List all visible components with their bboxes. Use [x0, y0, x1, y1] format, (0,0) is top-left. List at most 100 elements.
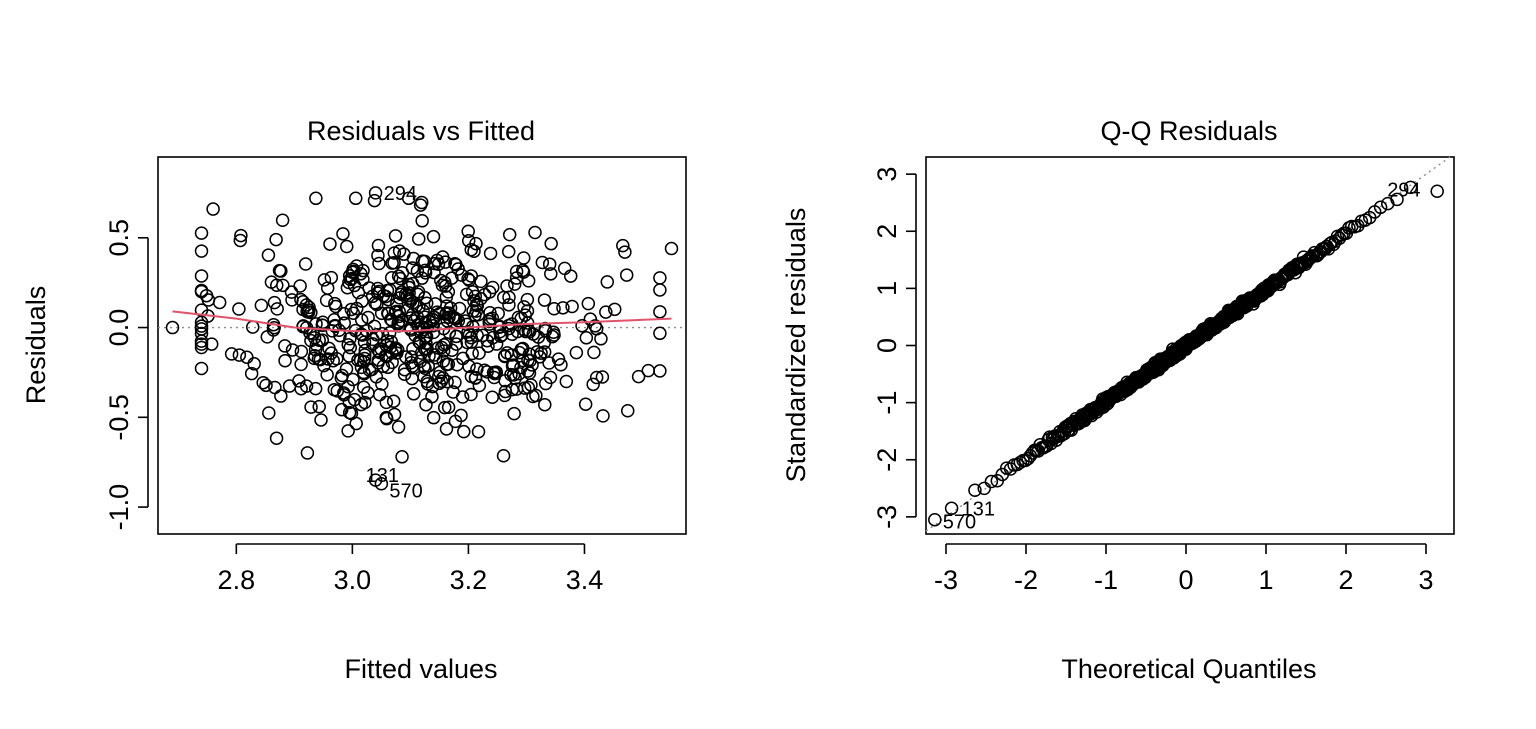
point-label-294: 294 — [384, 183, 417, 205]
residual-point — [259, 378, 273, 393]
residual-point — [502, 227, 517, 242]
residual-point — [194, 226, 209, 240]
residual-point — [518, 308, 533, 322]
quantile-points — [928, 180, 1444, 527]
residual-point — [386, 394, 401, 408]
residual-point — [433, 365, 447, 380]
residual-point — [483, 246, 498, 261]
residual-point — [337, 388, 351, 402]
residual-point — [653, 271, 667, 285]
residual-point — [537, 293, 552, 307]
labeled-point-294 — [1430, 184, 1444, 199]
residual-point — [194, 322, 209, 336]
residual-point — [269, 431, 284, 445]
x-tick-label: 0 — [1178, 565, 1193, 595]
residual-point — [600, 275, 615, 289]
y-tick-label: 1 — [872, 281, 902, 296]
residual-point — [520, 292, 535, 307]
residual-point — [460, 317, 474, 332]
x-axis-label: Fitted values — [344, 654, 497, 684]
residual-point — [247, 357, 261, 371]
residual-point — [417, 254, 432, 269]
residual-point — [467, 244, 481, 258]
x-axis-label: Theoretical Quantiles — [1061, 654, 1316, 684]
residual-point — [631, 369, 646, 384]
residual-point — [456, 351, 470, 366]
residual-point — [664, 241, 679, 256]
x-axis: -3 -2 -1 0 1 2 3 — [934, 543, 1434, 595]
y-axis-label: Residuals — [21, 286, 51, 405]
residual-point — [509, 264, 524, 279]
residual-point — [448, 375, 462, 390]
residual-point — [194, 284, 209, 299]
residual-point — [547, 302, 561, 316]
residual-point — [342, 349, 356, 363]
residual-point — [391, 315, 406, 329]
residual-point — [256, 375, 270, 390]
residual-point — [508, 371, 522, 386]
residual-point — [516, 251, 531, 265]
residual-point — [470, 362, 484, 376]
residual-points — [165, 186, 679, 491]
residual-point — [395, 450, 409, 464]
residual-point — [299, 379, 314, 393]
residual-point — [579, 331, 594, 345]
qq-point — [1003, 462, 1018, 476]
residual-point — [595, 370, 610, 384]
residual-point — [300, 446, 315, 460]
residual-point — [440, 374, 454, 389]
residual-point — [371, 238, 386, 253]
residual-point — [351, 285, 366, 300]
qq-point — [968, 483, 982, 498]
residual-point — [578, 397, 593, 411]
residual-point — [599, 305, 613, 319]
residual-point — [419, 296, 434, 310]
x-tick-label: -3 — [934, 565, 958, 595]
residual-point — [485, 280, 500, 295]
residual-point — [454, 408, 468, 423]
residual-point — [461, 272, 475, 286]
residual-point — [448, 256, 462, 271]
residual-point — [506, 358, 521, 372]
residual-point — [397, 247, 411, 261]
qq-residuals-title: Q-Q Residuals — [1100, 116, 1277, 146]
qq-point — [1373, 200, 1388, 215]
residual-point — [438, 255, 453, 269]
residual-point — [619, 268, 634, 282]
residual-point — [367, 193, 382, 208]
residual-point — [395, 266, 410, 280]
residual-point — [425, 379, 440, 394]
residual-point — [274, 389, 288, 403]
point-label-131: 131 — [962, 498, 995, 520]
y-tick-label: 0 — [872, 338, 902, 353]
residual-point — [267, 295, 282, 310]
residual-point — [165, 320, 180, 335]
residual-point — [391, 420, 406, 434]
residual-point — [387, 407, 402, 422]
residual-point — [391, 269, 406, 283]
residual-point — [401, 191, 416, 206]
residual-point — [366, 332, 380, 347]
residual-point — [465, 346, 479, 361]
residual-point — [411, 285, 426, 299]
residual-point — [457, 424, 471, 439]
residual-point — [240, 350, 254, 364]
x-tick-label: 3.2 — [450, 565, 488, 595]
residual-point — [194, 269, 209, 283]
residual-point — [344, 406, 359, 421]
residual-point — [422, 315, 437, 329]
residual-point — [486, 365, 501, 380]
residual-point — [446, 385, 460, 399]
residual-point — [620, 404, 635, 418]
residual-point — [516, 265, 531, 279]
residual-point — [477, 363, 492, 378]
qq-point — [977, 481, 991, 496]
residual-point — [523, 353, 537, 368]
residual-point — [508, 277, 522, 291]
residual-point — [544, 267, 558, 281]
residual-point — [337, 306, 351, 321]
residual-point — [354, 327, 369, 341]
residual-point — [309, 317, 323, 331]
residual-point — [354, 313, 369, 327]
